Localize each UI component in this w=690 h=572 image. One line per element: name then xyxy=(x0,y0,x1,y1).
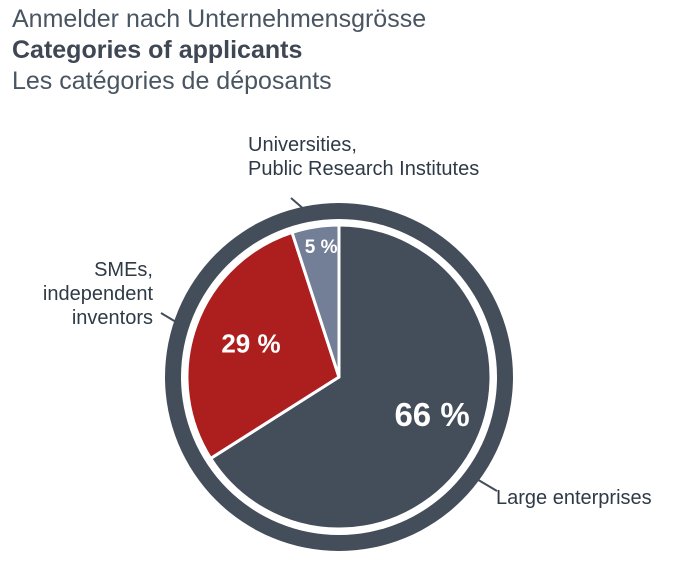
pie-slice-0 xyxy=(209,223,493,531)
slice-value-labels: 66 % 29 % 5 % xyxy=(221,237,469,433)
callout-label-1: SMEs, independent inventors xyxy=(43,259,154,329)
callout-label-0: Large enterprises xyxy=(496,487,652,509)
callout-label-1-line-0: SMEs, xyxy=(94,259,153,281)
title-german: Anmelder nach Unternehmensgrösse xyxy=(12,5,427,33)
callout-label-2-line-0: Universities, xyxy=(248,134,357,156)
slice-value-label-2: 5 % xyxy=(305,237,338,258)
title-english: Categories of applicants xyxy=(12,36,303,64)
callout-label-1-line-1: independent xyxy=(43,283,154,305)
callout-labels: Large enterprises SMEs, independent invento… xyxy=(43,134,652,509)
title-french: Les catégories de déposants xyxy=(12,67,332,95)
slice-value-label-0: 66 % xyxy=(394,396,469,433)
pie-slices xyxy=(185,223,493,531)
callout-label-1-line-2: inventors xyxy=(72,307,153,329)
callout-label-2: Universities, Public Research Institutes xyxy=(248,134,479,180)
title-block: Anmelder nach Unternehmensgrösse Categor… xyxy=(12,4,426,97)
pie-slice-1 xyxy=(185,230,341,460)
leader-line-0 xyxy=(474,477,498,492)
leader-lines xyxy=(160,197,498,492)
pie-slice-2 xyxy=(290,223,341,379)
leader-line-2 xyxy=(290,197,307,212)
slice-value-label-1: 29 % xyxy=(221,328,280,358)
callout-label-0-line-0: Large enterprises xyxy=(496,487,652,509)
callout-label-2-line-1: Public Research Institutes xyxy=(248,158,479,180)
leader-line-1 xyxy=(160,312,187,329)
